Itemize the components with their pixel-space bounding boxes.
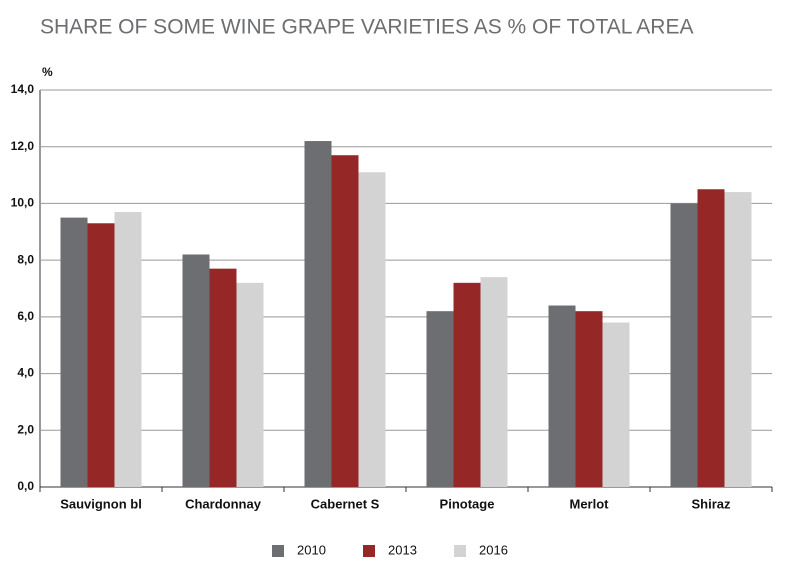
- bar: [114, 211, 142, 487]
- bar: [575, 311, 603, 487]
- bar: [87, 223, 115, 487]
- bar: [304, 141, 332, 488]
- bar: [426, 311, 454, 487]
- legend-label: 2010: [297, 542, 326, 557]
- bar: [480, 277, 508, 487]
- y-tick-label: 6,0: [17, 309, 34, 323]
- y-tick-label: 2,0: [17, 422, 34, 436]
- y-tick-label: 8,0: [17, 252, 34, 266]
- bar: [548, 305, 576, 487]
- legend-swatch: [363, 545, 375, 557]
- bar: [209, 268, 237, 487]
- x-tick-label: Merlot: [570, 496, 610, 511]
- bar: [182, 254, 210, 487]
- bar: [602, 322, 630, 487]
- legend-label: 2013: [388, 542, 417, 557]
- chart-title: SHARE OF SOME WINE GRAPE VARIETIES AS % …: [40, 16, 693, 39]
- bar: [724, 192, 752, 488]
- x-tick-label: Shiraz: [691, 496, 731, 511]
- y-tick-label: 4,0: [17, 366, 34, 380]
- bar: [236, 282, 264, 487]
- bar: [453, 282, 481, 487]
- bar: [331, 155, 359, 487]
- legend-swatch: [272, 545, 284, 557]
- y-tick-label: 14,0: [11, 82, 35, 96]
- x-tick-label: Cabernet S: [311, 496, 380, 511]
- bar: [697, 189, 725, 487]
- legend-swatch: [454, 545, 466, 557]
- x-tick-label: Chardonnay: [185, 496, 262, 511]
- bar: [670, 203, 698, 487]
- y-tick-label: 0,0: [17, 479, 34, 493]
- y-tick-label: 12,0: [11, 139, 35, 153]
- y-axis-label: %: [42, 65, 53, 79]
- bar: [358, 172, 386, 487]
- y-tick-label: 10,0: [11, 196, 35, 210]
- x-tick-label: Sauvignon bl: [60, 496, 142, 511]
- bar: [60, 217, 88, 487]
- legend-label: 2016: [479, 542, 508, 557]
- x-tick-label: Pinotage: [440, 496, 495, 511]
